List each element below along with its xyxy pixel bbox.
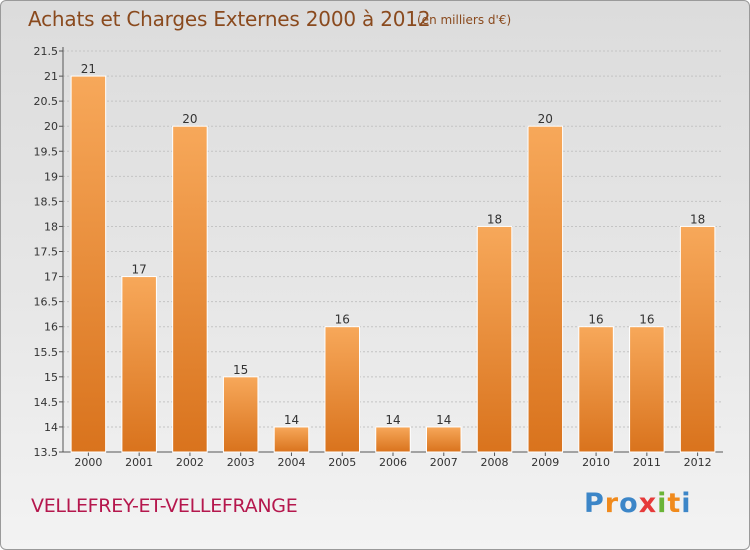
y-tick-label: 16.5 (34, 296, 59, 309)
y-tick-label: 17 (44, 271, 58, 284)
x-tick-label: 2002 (176, 456, 204, 469)
y-tick-labels: 13.5 14 14.5 15 15.5 16 16.5 17 17.5 18 18.5 19 19.5… (34, 45, 59, 459)
x-tick-labels: 2000 2001 2002 2003 2004 2005 2006 2007 2008 2009… (74, 456, 711, 469)
y-tick-label: 21.5 (34, 45, 59, 58)
chart-title: Achats et Charges Externes 2000 à 2012 (28, 7, 431, 31)
x-tick-label: 2011 (633, 456, 661, 469)
y-tick-label: 14.5 (34, 396, 59, 409)
y-tick-label: 15.5 (34, 346, 59, 359)
value-labels: 21 17 20 15 14 16 14 14 18 20 16 16 18 (81, 62, 706, 427)
value-label: 17 (132, 263, 147, 277)
value-label: 20 (538, 112, 553, 126)
commune-name: VELLEFREY-ET-VELLEFRANGE (31, 495, 298, 517)
bar-2003 (222, 376, 259, 453)
logo-letter: r (604, 488, 620, 519)
x-tick-label: 2003 (227, 456, 255, 469)
y-tick-label: 18.5 (34, 195, 59, 208)
y-tick-label: 16 (44, 321, 58, 334)
bar-2001 (121, 276, 157, 453)
bar-2010 (578, 326, 614, 453)
value-label: 14 (284, 413, 299, 427)
bars (70, 75, 716, 453)
bar-2012 (679, 225, 716, 453)
y-tick-label: 15 (44, 371, 58, 384)
logo-letter: i (657, 488, 668, 519)
grid-lines (63, 50, 723, 453)
x-tick-label: 2006 (379, 456, 407, 469)
value-label: 14 (385, 413, 400, 427)
y-tick-label: 14 (44, 421, 58, 434)
y-tick-label: 13.5 (34, 446, 59, 459)
y-tick-label: 21 (44, 70, 58, 83)
proxiti-logo: Proxiti (584, 488, 692, 519)
y-tick-label: 17.5 (34, 246, 59, 259)
bar-2004 (273, 426, 310, 453)
x-tick-label: 2007 (430, 456, 458, 469)
x-tick-label: 2012 (684, 456, 712, 469)
x-tick-label: 2000 (74, 456, 102, 469)
value-label: 18 (487, 212, 502, 226)
value-label: 18 (690, 212, 705, 226)
logo-letter: x (638, 488, 658, 519)
y-tick-label: 20 (44, 120, 58, 133)
x-tick-label: 2004 (277, 456, 305, 469)
value-label: 15 (233, 363, 248, 377)
bar-2005 (324, 326, 360, 453)
y-tick-label: 20.5 (34, 95, 59, 108)
x-tick-label: 2005 (328, 456, 356, 469)
value-label: 20 (182, 112, 197, 126)
bar-2000 (70, 75, 107, 453)
y-tick-label: 19 (44, 170, 58, 183)
value-label: 14 (436, 413, 451, 427)
bar-2007 (426, 426, 462, 453)
value-label: 16 (335, 313, 350, 327)
bar-2011 (629, 326, 665, 453)
logo-letter: o (619, 488, 639, 519)
y-tick-label: 19.5 (34, 145, 59, 158)
y-tick-label: 18 (44, 220, 58, 233)
bar-2006 (375, 426, 411, 453)
x-tick-label: 2009 (531, 456, 559, 469)
logo-letter: t (667, 488, 682, 519)
chart-subtitle: (en milliers d'€) (417, 13, 512, 27)
bar-2008 (476, 225, 513, 453)
x-tick-label: 2010 (582, 456, 610, 469)
bar-2009 (527, 125, 564, 453)
value-label: 21 (81, 62, 96, 76)
x-tick-label: 2001 (125, 456, 153, 469)
bar-2002 (172, 125, 208, 453)
value-label: 16 (588, 313, 603, 327)
x-tick-label: 2008 (481, 456, 509, 469)
logo-letter: i (681, 488, 692, 519)
value-label: 16 (639, 313, 654, 327)
logo-letter: P (584, 488, 605, 519)
